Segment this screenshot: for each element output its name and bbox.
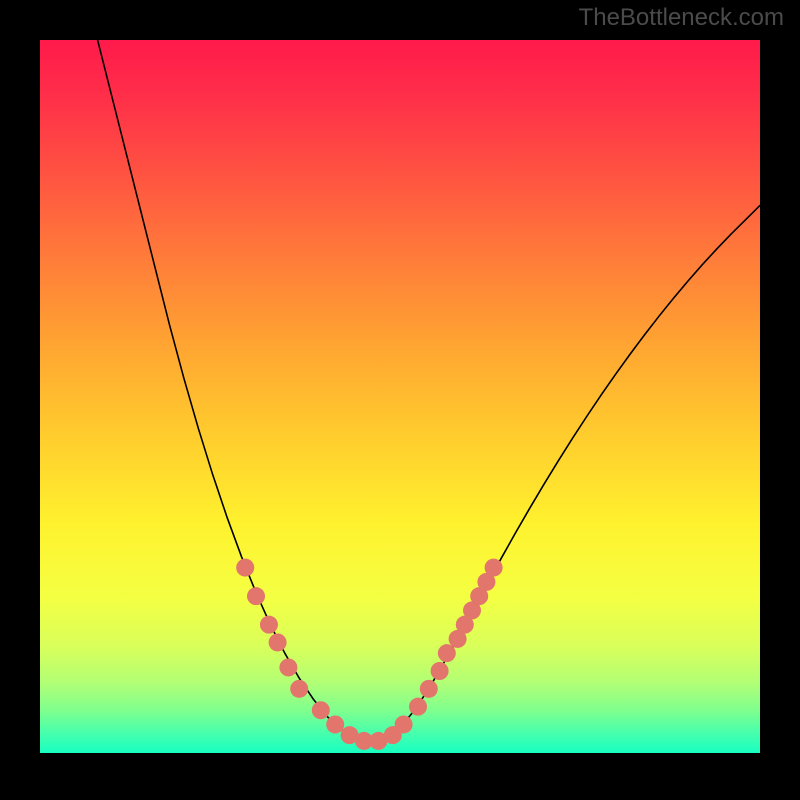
marker-dot bbox=[260, 616, 278, 634]
marker-dot bbox=[236, 559, 254, 577]
marker-dot bbox=[279, 658, 297, 676]
marker-dot bbox=[438, 644, 456, 662]
marker-dot bbox=[395, 715, 413, 733]
marker-dot bbox=[290, 680, 308, 698]
marker-dot bbox=[485, 559, 503, 577]
curve-markers bbox=[40, 40, 760, 753]
marker-dot bbox=[431, 662, 449, 680]
chart-stage: TheBottleneck.com bbox=[0, 0, 800, 800]
marker-dot bbox=[409, 698, 427, 716]
marker-dot bbox=[247, 587, 265, 605]
marker-dot bbox=[312, 701, 330, 719]
marker-dot bbox=[269, 633, 287, 651]
watermark-text: TheBottleneck.com bbox=[579, 4, 784, 32]
marker-dot bbox=[326, 715, 344, 733]
plot-area bbox=[40, 40, 760, 753]
marker-dot bbox=[420, 680, 438, 698]
